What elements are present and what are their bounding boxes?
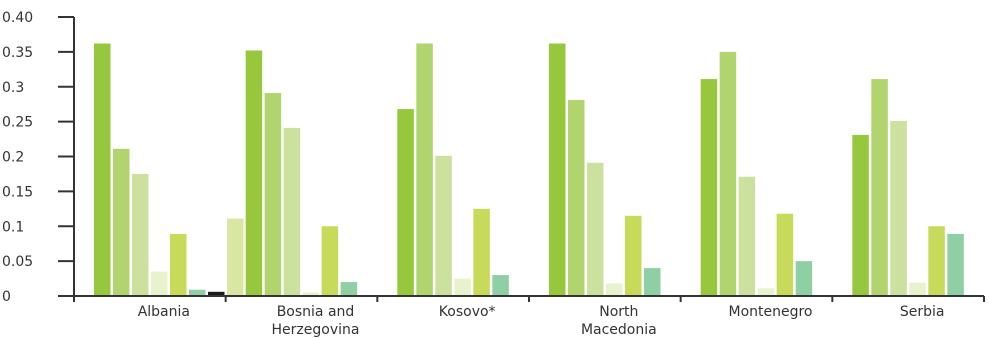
bar — [852, 134, 869, 296]
bar — [549, 43, 566, 296]
bar — [795, 261, 813, 296]
bar — [113, 148, 130, 296]
bar — [928, 226, 945, 296]
bar — [644, 268, 661, 296]
bar — [947, 233, 964, 296]
bar — [587, 162, 604, 296]
y-tick-label: 0.35 — [2, 45, 33, 61]
x-category-label: Herzegovina — [272, 322, 360, 338]
x-axis: Albania Bosnia and Herzegovina Kosovo* North… — [73, 295, 985, 338]
y-tick-label: 0.40 — [2, 10, 33, 26]
bars-group — [94, 43, 964, 297]
y-axis: 0 0.05 0.1 0.15 0.2 0.25 0.3 0.35 0.40 — [2, 10, 75, 305]
bar — [416, 43, 433, 296]
bar — [94, 43, 111, 296]
bar — [890, 120, 907, 297]
bar — [227, 218, 244, 296]
bar — [170, 233, 187, 296]
y-tick-label: 0.15 — [2, 184, 33, 200]
x-category-label: Albania — [138, 304, 190, 320]
y-tick-label: 0.3 — [2, 80, 24, 96]
bar — [208, 291, 225, 296]
bar — [245, 50, 263, 297]
bar — [151, 271, 168, 296]
x-category-label: Serbia — [900, 304, 945, 320]
bar — [473, 208, 490, 296]
y-tick-label: 0.1 — [2, 219, 24, 235]
x-category-label: Bosnia and — [277, 304, 355, 320]
bar — [397, 109, 414, 296]
y-tick-label: 0.2 — [2, 150, 24, 166]
bar — [321, 226, 339, 296]
x-category-label: North — [599, 304, 638, 320]
bar — [132, 173, 149, 296]
bar — [700, 79, 718, 296]
bar — [625, 215, 642, 296]
bar — [454, 278, 471, 296]
bar — [435, 155, 452, 296]
bar — [568, 100, 585, 296]
x-category-label: Kosovo* — [439, 304, 496, 320]
bar — [189, 289, 206, 296]
x-category-label: Montenegro — [728, 304, 812, 320]
bar — [757, 288, 775, 296]
bar — [606, 283, 623, 296]
x-category-label: Macedonia — [581, 322, 657, 338]
bar — [776, 213, 794, 296]
bar — [492, 275, 509, 296]
y-tick-label: 0.25 — [2, 115, 33, 131]
y-tick-label: 0 — [2, 289, 11, 305]
y-tick-label: 0.05 — [2, 254, 33, 270]
bar — [302, 292, 320, 296]
bar — [719, 51, 737, 296]
bar — [264, 93, 282, 296]
bar — [909, 282, 926, 296]
bar — [871, 79, 888, 296]
bar — [738, 176, 756, 296]
bar — [283, 127, 301, 296]
bar — [340, 282, 358, 296]
